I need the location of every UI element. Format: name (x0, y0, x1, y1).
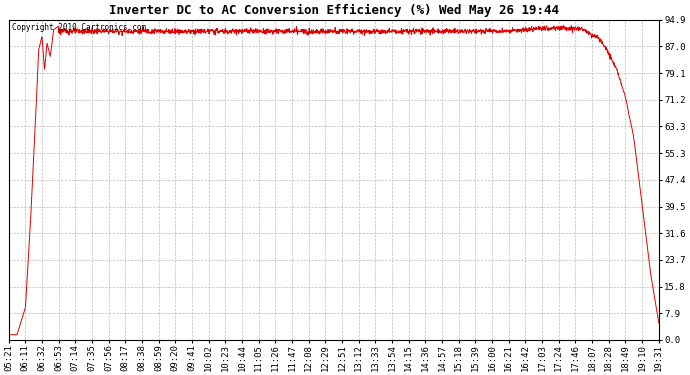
Text: Copyright 2010 Cartronics.com: Copyright 2010 Cartronics.com (12, 23, 146, 32)
Title: Inverter DC to AC Conversion Efficiency (%) Wed May 26 19:44: Inverter DC to AC Conversion Efficiency … (109, 4, 559, 17)
